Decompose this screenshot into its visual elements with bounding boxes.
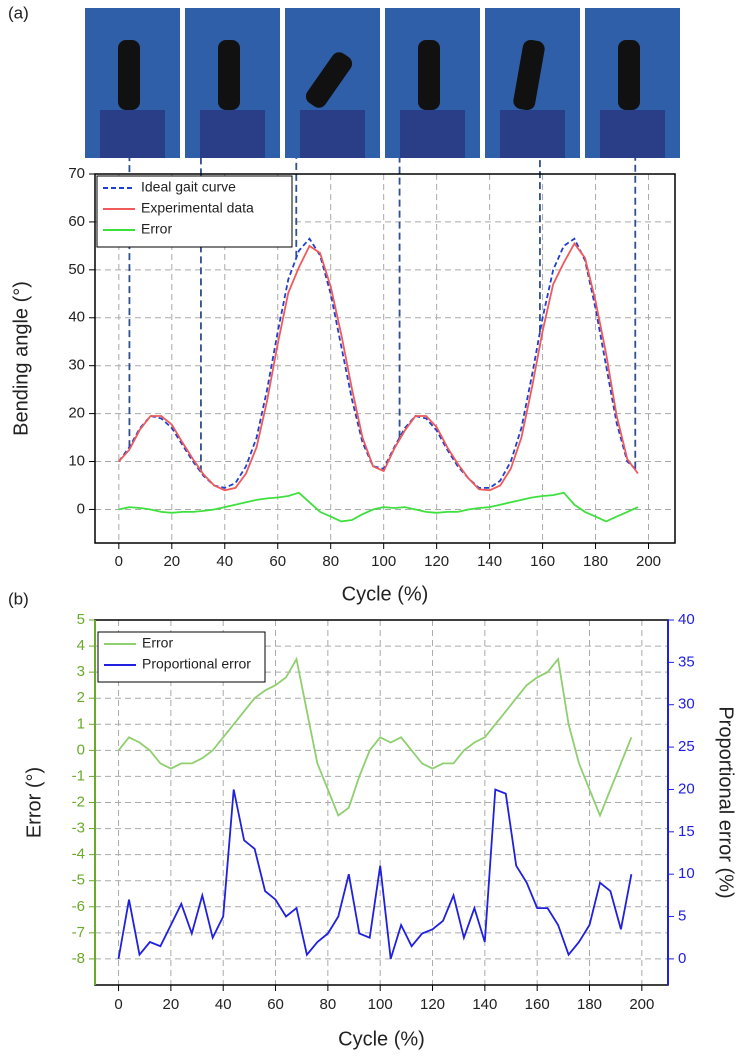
y-tick-label: 10 [68, 453, 85, 470]
y-tick-label: 70 [68, 165, 85, 182]
x-tick-label: 20 [163, 996, 180, 1013]
x-tick-label: 160 [530, 553, 555, 570]
y-tick-label: 0 [77, 741, 85, 758]
x-tick-label: 80 [322, 553, 339, 570]
y2-axis-label: Proportional error (%) [715, 706, 737, 898]
y2-tick-label: 20 [678, 780, 695, 797]
y2-tick-label: 15 [678, 823, 695, 840]
y-tick-label: -4 [72, 846, 85, 863]
series-line [117, 656, 633, 818]
legend-label: Error [142, 635, 173, 651]
x-tick-label: 0 [115, 553, 123, 570]
x-tick-label: 100 [371, 553, 396, 570]
legend-label: Proportional error [142, 656, 251, 672]
photo [485, 8, 580, 158]
x-tick-label: 120 [420, 996, 445, 1013]
series-line [117, 788, 633, 960]
y-tick-label: 50 [68, 261, 85, 278]
y-tick-label: 20 [68, 405, 85, 422]
y-tick-label: 4 [77, 637, 85, 654]
y-tick-label: 1 [77, 715, 85, 732]
x-tick-label: 60 [269, 553, 286, 570]
y-tick-label: 0 [77, 500, 85, 517]
y2-tick-label: 25 [678, 738, 695, 755]
x-tick-label: 40 [215, 996, 232, 1013]
x-tick-label: 180 [583, 553, 608, 570]
x-axis-label: Cycle (%) [338, 1028, 425, 1050]
x-tick-label: 100 [368, 996, 393, 1013]
photo [85, 8, 180, 158]
y-tick-label: 40 [68, 309, 85, 326]
series-line [118, 237, 639, 489]
photo-strip [85, 8, 680, 158]
series-line [118, 241, 639, 492]
x-tick-label: 200 [636, 553, 661, 570]
x-tick-label: 0 [114, 996, 122, 1013]
plot-frame [94, 173, 676, 544]
y2-tick-label: 10 [678, 865, 695, 882]
x-tick-label: 20 [163, 553, 180, 570]
y-axis-label: Bending angle (°) [10, 281, 32, 436]
y2-tick-label: 30 [678, 696, 695, 713]
photo [585, 8, 680, 158]
photo [185, 8, 280, 158]
y-tick-label: -2 [72, 793, 85, 810]
x-tick-label: 120 [424, 553, 449, 570]
panel-label: (a) [8, 3, 29, 22]
y-tick-label: -6 [72, 898, 85, 915]
y-tick-label: -7 [72, 924, 85, 941]
panel-label: (b) [8, 589, 29, 608]
y-tick-label: 60 [68, 213, 85, 230]
y-tick-label: -1 [72, 767, 85, 784]
legend-label: Ideal gait curve [141, 179, 236, 195]
x-tick-label: 140 [477, 553, 502, 570]
x-tick-label: 80 [320, 996, 337, 1013]
legend-label: Error [141, 221, 172, 237]
y2-tick-label: 40 [678, 611, 695, 628]
y-tick-label: 2 [77, 689, 85, 706]
x-tick-label: 200 [629, 996, 654, 1013]
x-tick-label: 40 [216, 553, 233, 570]
legend-box [97, 631, 266, 683]
legend-label: Experimental data [141, 200, 254, 216]
y-axis-label: Error (°) [23, 767, 45, 838]
series-line [118, 491, 639, 523]
x-axis-label: Cycle (%) [342, 583, 429, 605]
y2-tick-label: 35 [678, 653, 695, 670]
y-tick-label: 3 [77, 663, 85, 680]
y-tick-label: -3 [72, 820, 85, 837]
x-tick-label: 160 [525, 996, 550, 1013]
y-tick-label: 30 [68, 357, 85, 374]
x-tick-label: 180 [577, 996, 602, 1013]
x-tick-label: 60 [267, 996, 284, 1013]
y-tick-label: 5 [77, 611, 85, 628]
photo [385, 8, 480, 158]
photo [285, 8, 380, 158]
y2-tick-label: 5 [678, 908, 686, 925]
x-tick-label: 140 [472, 996, 497, 1013]
y2-tick-label: 0 [678, 950, 686, 967]
y-tick-label: -8 [72, 950, 85, 967]
y-tick-label: -5 [72, 872, 85, 889]
